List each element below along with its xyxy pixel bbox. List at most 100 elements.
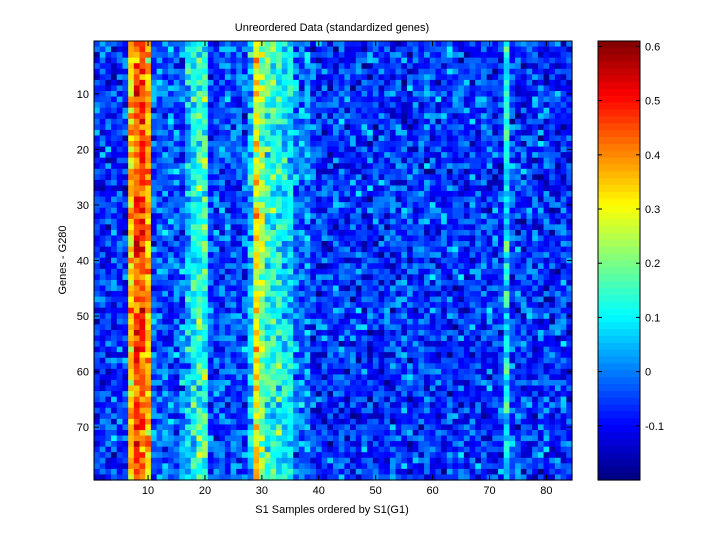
heatmap-cell: [560, 274, 567, 281]
heatmap-cell: [236, 307, 243, 314]
heatmap-cell: [310, 207, 317, 214]
heatmap-cell: [287, 102, 294, 109]
heatmap-cell: [173, 279, 180, 287]
heatmap-cell: [475, 335, 482, 342]
heatmap-cell: [526, 185, 533, 192]
heatmap-cell: [287, 85, 294, 92]
heatmap-cell: [270, 163, 277, 170]
heatmap-cell: [224, 224, 232, 231]
heatmap-cell: [543, 263, 550, 270]
heatmap-cell: [111, 191, 118, 198]
heatmap-cell: [327, 74, 334, 81]
heatmap-cell: [139, 185, 146, 192]
heatmap-cell: [116, 57, 124, 64]
heatmap-cell: [99, 363, 106, 370]
heatmap-cell: [162, 168, 169, 175]
heatmap-cell: [549, 79, 556, 87]
heatmap-cell: [122, 135, 129, 142]
heatmap-cell: [236, 174, 243, 181]
heatmap-cell: [429, 274, 437, 281]
heatmap-cell: [281, 252, 289, 259]
heatmap-cell: [418, 174, 425, 181]
heatmap-cell: [475, 135, 482, 142]
heatmap-cell: [378, 163, 385, 170]
heatmap-cell: [429, 363, 437, 370]
heatmap-cell: [509, 185, 516, 192]
heatmap-cell: [532, 152, 539, 159]
heatmap-cell: [219, 235, 226, 242]
heatmap-cell: [156, 102, 163, 109]
heatmap-cell: [429, 307, 437, 314]
heatmap-cell: [384, 146, 391, 153]
heatmap-cell: [253, 363, 260, 370]
heatmap-cell: [344, 196, 351, 203]
heatmap-cell: [185, 257, 192, 264]
heatmap-cell: [458, 124, 465, 131]
heatmap-cell: [116, 113, 124, 120]
heatmap-cell: [293, 352, 300, 359]
heatmap-cell: [213, 341, 220, 348]
heatmap-cell: [492, 257, 499, 264]
heatmap-cell: [315, 368, 323, 376]
heatmap-cell: [105, 174, 112, 181]
heatmap-cell: [304, 268, 311, 275]
heatmap-cell: [509, 263, 516, 270]
heatmap-cell: [406, 207, 414, 214]
heatmap-cell: [424, 346, 431, 353]
heatmap-cell: [526, 52, 533, 59]
heatmap-cell: [150, 52, 158, 59]
heatmap-cell: [105, 268, 112, 275]
heatmap-cell: [384, 257, 391, 264]
heatmap-cell: [179, 296, 186, 303]
heatmap-cell: [116, 129, 124, 137]
heatmap-cell: [446, 129, 454, 137]
heatmap-cell: [190, 202, 198, 209]
heatmap-cell: [310, 218, 317, 225]
heatmap-cell: [446, 357, 454, 364]
heatmap-cell: [543, 102, 550, 109]
heatmap-cell: [526, 341, 533, 348]
heatmap-cell: [162, 341, 169, 348]
heatmap-cell: [145, 296, 152, 303]
heatmap-cell: [503, 229, 510, 237]
heatmap-cell: [549, 346, 556, 353]
heatmap-cell: [94, 363, 101, 370]
heatmap-cell: [264, 52, 271, 59]
heatmap-cell: [270, 307, 277, 314]
heatmap-cell: [429, 141, 437, 148]
heatmap-cell: [327, 168, 334, 175]
heatmap-cell: [418, 241, 425, 248]
heatmap-cell: [333, 179, 340, 187]
heatmap-cell: [287, 191, 294, 198]
heatmap-cell: [469, 268, 476, 275]
heatmap-cell: [224, 357, 232, 364]
heatmap-cell: [424, 179, 431, 187]
heatmap-cell: [537, 163, 545, 170]
heatmap-cell: [179, 324, 186, 331]
heatmap-cell: [389, 291, 397, 298]
heatmap-cell: [367, 291, 374, 298]
heatmap-cell: [202, 196, 209, 203]
heatmap-cell: [509, 346, 516, 353]
heatmap-cell: [116, 196, 124, 203]
heatmap-cell: [241, 218, 249, 225]
heatmap-cell: [310, 57, 317, 64]
heatmap-cell: [458, 307, 465, 314]
heatmap-cell: [236, 368, 243, 376]
heatmap-cell: [486, 274, 493, 281]
heatmap-cell: [276, 41, 283, 48]
heatmap-cell: [389, 257, 397, 264]
heatmap-cell: [355, 52, 363, 59]
heatmap-cell: [94, 141, 101, 148]
heatmap-cell: [281, 102, 289, 109]
heatmap-cell: [293, 107, 300, 114]
heatmap-cell: [105, 129, 112, 137]
heatmap-cell: [162, 257, 169, 264]
heatmap-cell: [406, 274, 414, 281]
heatmap-cell: [350, 68, 357, 75]
heatmap-cell: [202, 324, 209, 331]
heatmap-cell: [441, 63, 448, 70]
heatmap-cell: [259, 102, 266, 109]
heatmap-cell: [224, 107, 232, 114]
heatmap-cell: [401, 241, 408, 248]
